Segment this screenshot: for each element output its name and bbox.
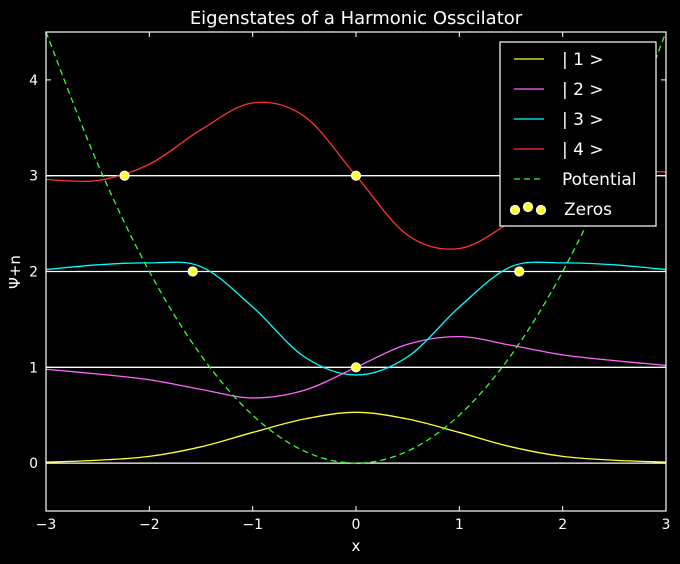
legend-label-zeros: Zeros <box>564 200 612 220</box>
series-line-1 <box>46 411 666 463</box>
legend-zero-marker-2 <box>522 201 534 213</box>
y-tick-label-4: 4 <box>29 73 38 89</box>
plot-area: −3 −2 −1 0 1 2 3 0 1 2 3 4 <box>29 31 671 533</box>
legend-box <box>499 41 657 227</box>
x-tick-label-5: 2 <box>558 517 567 533</box>
y-axis-label: Ψ+n <box>6 255 24 289</box>
zero-marker-1 <box>350 362 362 373</box>
series-line-3 <box>46 261 666 376</box>
legend-zero-marker-3 <box>535 204 547 216</box>
x-tick-label-0: −3 <box>36 517 57 533</box>
x-tick-label-2: −1 <box>242 517 263 533</box>
zero-marker-3 <box>514 266 525 277</box>
legend-label-2: | 2 > <box>562 80 604 100</box>
legend: | 1 > | 2 > | 3 > | 4 > Potential Zeros <box>499 41 657 227</box>
legend-label-4: | 4 > <box>562 140 604 160</box>
chart-title: Eigenstates of a Harmonic Osscilator <box>190 8 523 29</box>
y-tick-label-1: 1 <box>29 360 38 376</box>
y-tick-label-2: 2 <box>29 265 38 281</box>
y-tick-label-3: 3 <box>29 169 38 185</box>
x-axis-label: x <box>352 537 361 555</box>
x-tick-label-1: −2 <box>139 517 160 533</box>
legend-label-1: | 1 > <box>562 50 604 70</box>
x-tick-label-6: 3 <box>662 517 671 533</box>
legend-label-5: Potential <box>562 170 636 190</box>
zero-marker-5 <box>350 170 362 181</box>
legend-label-3: | 3 > <box>562 110 604 130</box>
x-tick-label-3: 0 <box>352 517 361 533</box>
zero-marker-4 <box>119 170 130 181</box>
series-line-5 <box>46 32 666 464</box>
y-tick-label-0: 0 <box>29 456 38 472</box>
x-tick-label-4: 1 <box>455 517 464 533</box>
legend-zero-marker-1 <box>509 204 521 216</box>
zero-marker-2 <box>187 266 198 277</box>
